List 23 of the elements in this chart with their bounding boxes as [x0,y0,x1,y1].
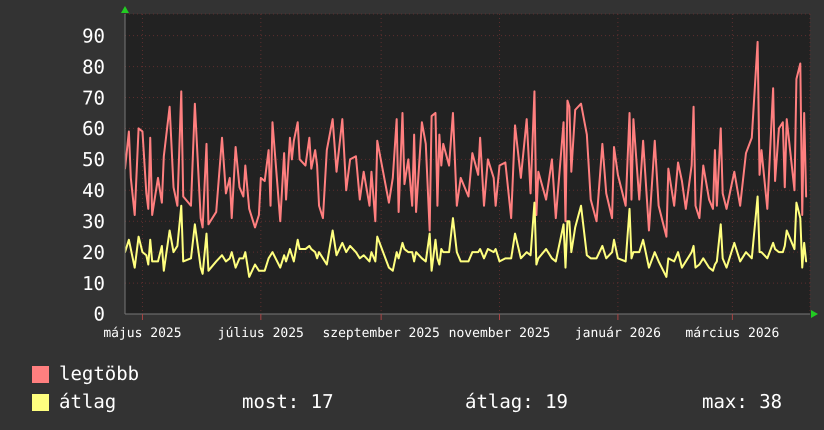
x-tick-label: július 2025 [218,326,304,342]
legend-label: legtöbb [59,363,140,385]
y-tick-label: 20 [82,242,105,264]
x-tick-label: november 2025 [448,326,550,342]
y-tick-label: 90 [82,25,105,48]
text: max: 38 [702,390,782,415]
x-tick-label: március 2026 [685,326,780,342]
y-tick-label: 40 [82,180,105,202]
text: átlag: 19 [465,390,568,415]
legend-label: átlag [59,391,116,413]
line-series [125,40,808,238]
x-tick-label: január 2026 [574,326,661,342]
y-tick-label: 0 [94,304,105,326]
y-tick-label: 50 [82,149,105,172]
y-tick-label: 30 [82,210,105,233]
line-series [125,195,808,278]
x-tick-label: szeptember 2025 [322,326,440,342]
y-tick-label: 80 [82,56,105,78]
y-tick-label: 10 [82,272,105,295]
x-tick-label: május 2025 [103,326,182,342]
text: most: 17 [242,390,334,415]
y-tick-label: 70 [82,87,105,110]
y-tick-label: 60 [82,118,105,140]
